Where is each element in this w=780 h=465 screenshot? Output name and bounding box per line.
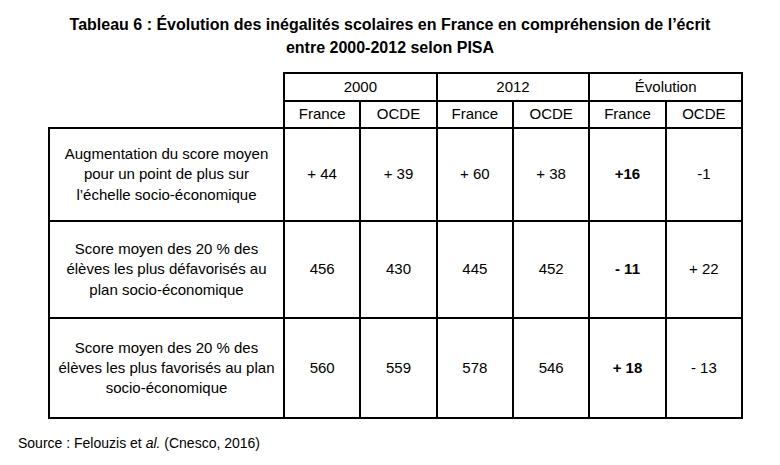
row-label: Score moyen des 20 % des élèves les plus… (49, 318, 284, 418)
page: Tableau 6 : Évolution des inégalités sco… (0, 0, 780, 465)
source-prefix: Source : Felouzis et (18, 435, 146, 451)
value-cell: - 13 (666, 318, 742, 418)
value-cell: 445 (437, 221, 513, 318)
col-group-evolution: Évolution (589, 73, 742, 101)
subheader-ocde-evolution: OCDE (666, 101, 742, 128)
table-row: Augmentation du score moyen pour un poin… (49, 128, 742, 221)
source-note: Source : Felouzis et al. (Cnesco, 2016) (18, 434, 260, 452)
value-cell: + 18 (589, 318, 665, 418)
col-group-2012: 2012 (437, 73, 590, 101)
pisa-inequality-table: 2000 2012 Évolution France OCDE France O… (48, 72, 743, 419)
year-header-row: 2000 2012 Évolution (49, 73, 742, 101)
value-cell: 578 (437, 318, 513, 418)
value-cell: 430 (360, 221, 436, 318)
value-cell: + 44 (284, 128, 360, 221)
table-row: Score moyen des 20 % des élèves les plus… (49, 318, 742, 418)
row-label: Score moyen des 20 % des élèves les plus… (49, 221, 284, 318)
value-cell: 456 (284, 221, 360, 318)
col-group-2000: 2000 (284, 73, 437, 101)
source-etal: al. (146, 435, 161, 451)
source-suffix: (Cnesco, 2016) (160, 435, 260, 451)
row-label: Augmentation du score moyen pour un poin… (49, 128, 284, 221)
subheader-ocde-2012: OCDE (513, 101, 589, 128)
value-cell: - 11 (589, 221, 665, 318)
subheader-france-2000: France (284, 101, 360, 128)
value-cell: + 22 (666, 221, 742, 318)
table-title-line2: entre 2000-2012 selon PISA (0, 36, 780, 59)
value-cell: + 38 (513, 128, 589, 221)
value-cell: 559 (360, 318, 436, 418)
table-row: Score moyen des 20 % des élèves les plus… (49, 221, 742, 318)
table-title: Tableau 6 : Évolution des inégalités sco… (0, 13, 780, 59)
value-cell: 546 (513, 318, 589, 418)
subheader-france-2012: France (437, 101, 513, 128)
table-title-line1: Tableau 6 : Évolution des inégalités sco… (0, 13, 780, 36)
value-cell: + 60 (437, 128, 513, 221)
subheader-france-evolution: France (589, 101, 665, 128)
corner-spacer-cell (49, 73, 284, 128)
value-cell: + 39 (360, 128, 436, 221)
value-cell: +16 (589, 128, 665, 221)
value-cell: 560 (284, 318, 360, 418)
value-cell: -1 (666, 128, 742, 221)
subheader-ocde-2000: OCDE (360, 101, 436, 128)
value-cell: 452 (513, 221, 589, 318)
